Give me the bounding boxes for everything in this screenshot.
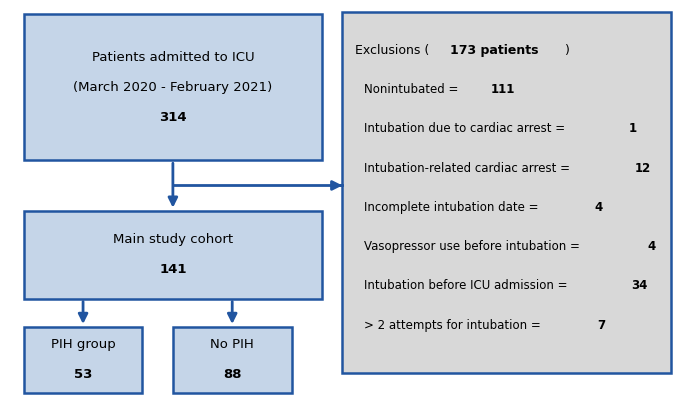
Text: 4: 4 <box>647 240 656 253</box>
Text: PIH group: PIH group <box>51 338 115 351</box>
Text: 12: 12 <box>635 162 651 174</box>
Text: 1: 1 <box>629 122 637 135</box>
FancyBboxPatch shape <box>173 327 292 393</box>
Text: Nonintubated =: Nonintubated = <box>364 83 462 96</box>
FancyBboxPatch shape <box>24 14 322 160</box>
Text: 7: 7 <box>597 319 605 332</box>
Text: 53: 53 <box>74 369 92 381</box>
Text: 88: 88 <box>223 369 241 381</box>
Text: No PIH: No PIH <box>210 338 254 351</box>
Text: 4: 4 <box>594 201 602 214</box>
Text: 34: 34 <box>631 279 648 292</box>
Text: Patients admitted to ICU: Patients admitted to ICU <box>92 51 254 64</box>
Text: > 2 attempts for intubation =: > 2 attempts for intubation = <box>364 319 544 332</box>
Text: Intubation due to cardiac arrest =: Intubation due to cardiac arrest = <box>364 122 569 135</box>
FancyBboxPatch shape <box>24 211 322 299</box>
Text: Exclusions (: Exclusions ( <box>355 44 429 57</box>
Text: 141: 141 <box>159 263 186 276</box>
Text: Incomplete intubation date =: Incomplete intubation date = <box>364 201 542 214</box>
Text: (March 2020 - February 2021): (March 2020 - February 2021) <box>73 81 273 94</box>
Text: ): ) <box>565 44 570 57</box>
FancyBboxPatch shape <box>342 12 671 373</box>
Text: 111: 111 <box>491 83 515 96</box>
FancyBboxPatch shape <box>24 327 142 393</box>
Text: Main study cohort: Main study cohort <box>113 233 233 246</box>
Text: Vasopressor use before intubation =: Vasopressor use before intubation = <box>364 240 584 253</box>
Text: Intubation-related cardiac arrest =: Intubation-related cardiac arrest = <box>364 162 574 174</box>
Text: Intubation before ICU admission =: Intubation before ICU admission = <box>364 279 572 292</box>
Text: 314: 314 <box>159 111 186 124</box>
Text: 173 patients: 173 patients <box>450 44 539 57</box>
